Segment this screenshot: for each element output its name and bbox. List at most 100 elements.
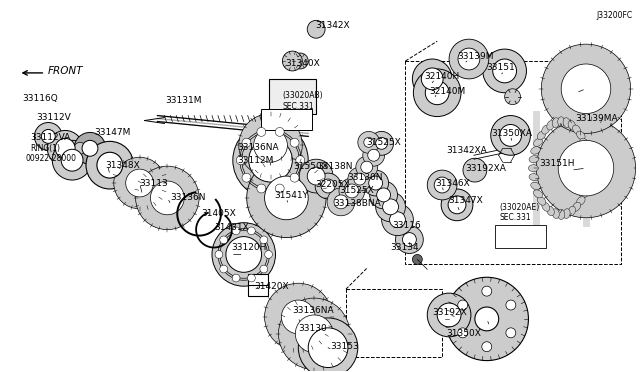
Circle shape — [260, 236, 268, 244]
Circle shape — [249, 138, 292, 182]
Circle shape — [370, 131, 394, 155]
Text: 33116: 33116 — [392, 221, 421, 230]
Circle shape — [381, 204, 413, 235]
Circle shape — [482, 286, 492, 296]
Circle shape — [361, 161, 372, 173]
Circle shape — [425, 81, 449, 105]
Circle shape — [296, 156, 305, 165]
Circle shape — [264, 176, 308, 220]
Ellipse shape — [547, 121, 554, 130]
FancyBboxPatch shape — [269, 79, 316, 113]
Ellipse shape — [541, 125, 550, 134]
Text: 31405X: 31405X — [201, 209, 236, 218]
Circle shape — [493, 59, 516, 83]
Circle shape — [74, 132, 106, 164]
Circle shape — [125, 169, 154, 197]
Circle shape — [298, 318, 358, 372]
Circle shape — [282, 51, 302, 71]
Text: SEC.331: SEC.331 — [500, 213, 531, 222]
Ellipse shape — [563, 209, 570, 218]
Text: 33139M: 33139M — [457, 52, 493, 61]
Circle shape — [275, 184, 284, 193]
Circle shape — [248, 274, 255, 282]
Text: 33192XA: 33192XA — [465, 164, 506, 173]
Circle shape — [358, 131, 380, 153]
Text: 33131M: 33131M — [165, 96, 202, 105]
Circle shape — [114, 157, 165, 209]
Circle shape — [412, 254, 422, 264]
Circle shape — [253, 128, 287, 162]
FancyBboxPatch shape — [260, 109, 312, 131]
Circle shape — [233, 122, 308, 198]
Ellipse shape — [582, 147, 591, 154]
Circle shape — [260, 265, 268, 273]
Circle shape — [246, 158, 326, 238]
Ellipse shape — [563, 118, 570, 128]
Text: 33192X: 33192X — [432, 308, 467, 317]
Circle shape — [257, 128, 266, 137]
Text: FRONT: FRONT — [47, 66, 83, 76]
Circle shape — [561, 64, 611, 113]
Ellipse shape — [537, 131, 546, 140]
Circle shape — [278, 298, 350, 369]
FancyBboxPatch shape — [495, 225, 547, 248]
Circle shape — [307, 20, 325, 38]
Circle shape — [571, 153, 601, 183]
Circle shape — [434, 177, 450, 193]
Circle shape — [396, 226, 423, 253]
Circle shape — [370, 181, 397, 209]
Circle shape — [295, 315, 333, 353]
Circle shape — [558, 140, 614, 196]
Text: 31347X: 31347X — [448, 196, 483, 205]
Text: 33138N: 33138N — [317, 162, 353, 171]
Text: 33112V: 33112V — [36, 113, 71, 122]
Ellipse shape — [577, 131, 585, 140]
Text: 31525X: 31525X — [367, 138, 401, 147]
Circle shape — [413, 69, 461, 116]
Text: 31431X: 31431X — [214, 223, 249, 232]
Circle shape — [264, 283, 332, 351]
Ellipse shape — [547, 206, 554, 216]
Circle shape — [232, 227, 240, 235]
Ellipse shape — [552, 118, 559, 128]
Circle shape — [52, 140, 92, 180]
Circle shape — [290, 138, 299, 147]
Circle shape — [265, 251, 273, 258]
Circle shape — [445, 277, 529, 360]
FancyBboxPatch shape — [248, 274, 268, 296]
Text: 32140H: 32140H — [424, 73, 460, 81]
Text: 31420X: 31420X — [255, 282, 289, 291]
Circle shape — [61, 149, 83, 171]
Ellipse shape — [552, 209, 559, 218]
Text: 31550X: 31550X — [293, 162, 328, 171]
Text: 31350XA: 31350XA — [492, 129, 532, 138]
Circle shape — [500, 125, 522, 146]
Text: J33200FC: J33200FC — [596, 11, 632, 20]
Circle shape — [236, 156, 245, 165]
Circle shape — [74, 142, 86, 154]
Text: 31346X: 31346X — [435, 179, 470, 187]
Circle shape — [339, 178, 365, 204]
Text: 33113: 33113 — [140, 179, 168, 187]
Text: 31348X: 31348X — [105, 161, 140, 170]
Text: 33130: 33130 — [298, 324, 327, 333]
Circle shape — [483, 49, 527, 93]
Text: 31342XA: 31342XA — [446, 146, 487, 155]
Circle shape — [271, 183, 301, 213]
Ellipse shape — [582, 182, 591, 190]
Circle shape — [150, 181, 184, 215]
Circle shape — [212, 223, 275, 286]
Circle shape — [403, 232, 417, 247]
Circle shape — [307, 167, 325, 185]
Ellipse shape — [531, 147, 540, 154]
Circle shape — [482, 342, 492, 352]
Circle shape — [321, 179, 335, 193]
Circle shape — [412, 59, 452, 99]
Text: 33134: 33134 — [390, 243, 419, 252]
Text: 33136NA: 33136NA — [292, 307, 334, 315]
Ellipse shape — [531, 182, 540, 190]
Circle shape — [491, 116, 531, 155]
Circle shape — [376, 192, 405, 222]
Ellipse shape — [580, 190, 589, 198]
Circle shape — [275, 128, 284, 137]
